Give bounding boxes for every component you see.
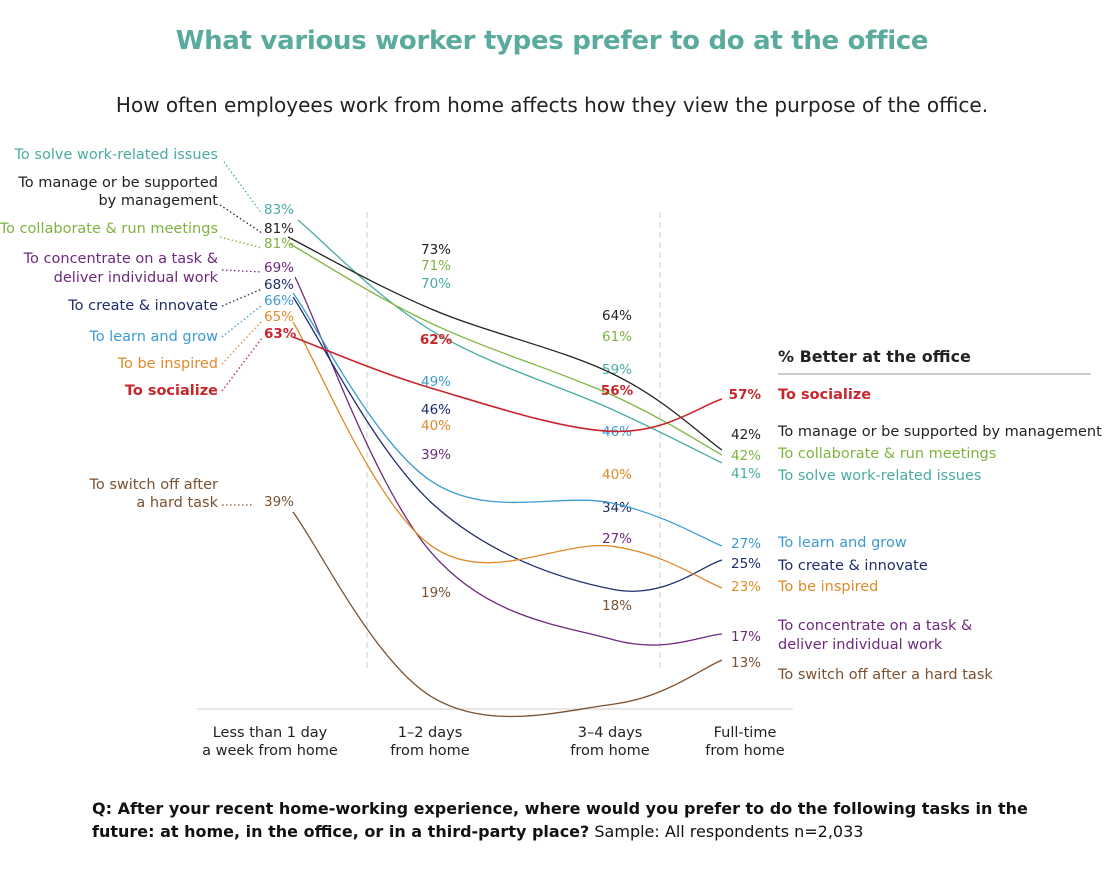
left-label-to-concentrate-on-a-task-deliver-individual-work: To concentrate on a task & <box>23 251 218 267</box>
series-line-to-be-inspired <box>292 321 723 589</box>
value-label-to-learn-and-grow: 49% <box>421 374 451 390</box>
x-tick-label: from home <box>705 743 785 759</box>
right-label-to-collaborate-run-meetings: To collaborate & run meetings <box>777 446 996 462</box>
left-label-to-solve-work-related-issues: To solve work-related issues <box>14 147 218 163</box>
value-label-to-concentrate-on-a-task-deliver-individual-work: 27% <box>602 531 632 547</box>
left-label-to-concentrate-on-a-task-deliver-individual-work: deliver individual work <box>54 270 219 286</box>
left-label-to-switch-off-after-a-hard-task: To switch off after <box>88 477 218 493</box>
value-label-to-collaborate-run-meetings: 42% <box>731 448 761 464</box>
right-label-to-learn-and-grow: To learn and grow <box>777 535 907 551</box>
series-line-to-solve-work-related-issues <box>297 219 723 464</box>
x-tick-label: from home <box>570 743 650 759</box>
value-label-to-be-inspired: 65% <box>264 309 294 325</box>
connector-to-create-innovate <box>221 288 263 307</box>
right-label-to-be-inspired: To be inspired <box>777 579 878 595</box>
series-line-to-socialize <box>292 336 723 433</box>
series-line-to-switch-off-after-a-hard-task <box>292 511 723 718</box>
value-label-to-create-innovate: 68% <box>264 277 294 293</box>
connector-to-concentrate-on-a-task-deliver-individual-work <box>221 269 263 273</box>
left-label-to-manage-or-be-supported-by-management: by management <box>98 193 218 209</box>
right-label-to-manage-or-be-supported-by-management: To manage or be supported by management <box>777 424 1102 440</box>
value-label-to-manage-or-be-supported-by-management: 42% <box>731 427 761 443</box>
value-label-to-be-inspired: 40% <box>421 418 451 434</box>
left-label-to-be-inspired: To be inspired <box>117 356 218 372</box>
value-label-to-collaborate-run-meetings: 81% <box>264 236 294 252</box>
legend-header: % Better at the office <box>778 347 971 366</box>
value-label-to-be-inspired: 40% <box>602 467 632 483</box>
value-label-to-switch-off-after-a-hard-task: 19% <box>421 585 451 601</box>
value-label-to-concentrate-on-a-task-deliver-individual-work: 17% <box>731 629 761 645</box>
chart-subtitle: How often employees work from home affec… <box>115 93 989 117</box>
connector-to-collaborate-run-meetings <box>219 236 263 249</box>
left-label-to-socialize: To socialize <box>125 383 218 399</box>
series-line-to-collaborate-run-meetings <box>289 243 723 456</box>
x-tick-label: a week from home <box>202 743 338 759</box>
value-label-to-solve-work-related-issues: 41% <box>731 466 761 482</box>
value-label-to-solve-work-related-issues: 83% <box>264 202 294 218</box>
connector-to-solve-work-related-issues <box>223 161 263 215</box>
value-label-to-learn-and-grow: 66% <box>264 293 294 309</box>
value-label-to-switch-off-after-a-hard-task: 18% <box>602 598 632 614</box>
x-tick-label: Full-time <box>714 725 777 741</box>
left-label-to-learn-and-grow: To learn and grow <box>88 329 218 345</box>
value-label-to-solve-work-related-issues: 70% <box>421 276 451 292</box>
value-label-to-socialize: 57% <box>729 387 762 403</box>
value-label-to-create-innovate: 34% <box>602 500 632 516</box>
value-label-to-socialize: 62% <box>420 332 453 348</box>
value-label-to-switch-off-after-a-hard-task: 39% <box>264 494 294 510</box>
right-label-to-concentrate-on-a-task-deliver-individual-work: To concentrate on a task & <box>777 618 972 634</box>
value-label-to-learn-and-grow: 27% <box>731 536 761 552</box>
x-tick-label: from home <box>390 743 470 759</box>
value-label-to-solve-work-related-issues: 59% <box>602 362 632 378</box>
right-label-to-solve-work-related-issues: To solve work-related issues <box>777 468 981 484</box>
series-line-to-create-innovate <box>292 296 723 592</box>
value-label-to-be-inspired: 23% <box>731 579 761 595</box>
series-line-to-manage-or-be-supported-by-management <box>287 236 723 451</box>
series-line-to-concentrate-on-a-task-deliver-individual-work <box>294 276 723 646</box>
value-label-to-manage-or-be-supported-by-management: 64% <box>602 308 632 324</box>
series-line-to-learn-and-grow <box>292 292 723 547</box>
value-label-to-manage-or-be-supported-by-management: 73% <box>421 242 451 258</box>
value-label-to-concentrate-on-a-task-deliver-individual-work: 69% <box>264 260 294 276</box>
survey-question: Q: After your recent home-working experi… <box>92 797 1032 843</box>
right-label-to-switch-off-after-a-hard-task: To switch off after a hard task <box>777 667 993 683</box>
value-label-to-create-innovate: 46% <box>421 402 451 418</box>
connector-to-learn-and-grow <box>221 304 263 338</box>
value-label-to-collaborate-run-meetings: 61% <box>602 329 632 345</box>
x-tick-label: Less than 1 day <box>213 725 328 741</box>
value-label-to-concentrate-on-a-task-deliver-individual-work: 39% <box>421 447 451 463</box>
question-text: Q: After your recent home-working experi… <box>92 799 1028 841</box>
left-label-to-manage-or-be-supported-by-management: To manage or be supported <box>17 175 218 191</box>
left-label-to-switch-off-after-a-hard-task: a hard task <box>136 495 218 511</box>
chart-title: What various worker types prefer to do a… <box>175 26 929 56</box>
value-label-to-create-innovate: 25% <box>731 556 761 572</box>
value-label-to-collaborate-run-meetings: 71% <box>421 258 451 274</box>
left-label-to-create-innovate: To create & innovate <box>67 298 218 314</box>
right-label-to-socialize: To socialize <box>778 387 871 403</box>
value-label-to-manage-or-be-supported-by-management: 81% <box>264 221 294 237</box>
x-tick-label: 3–4 days <box>578 725 643 741</box>
left-label-to-collaborate-run-meetings: To collaborate & run meetings <box>0 221 218 237</box>
value-label-to-socialize: 56% <box>601 383 634 399</box>
connector-to-manage-or-be-supported-by-management <box>219 204 263 234</box>
right-label-to-create-innovate: To create & innovate <box>777 558 928 574</box>
connector-to-be-inspired <box>221 320 263 365</box>
x-tick-label: 1–2 days <box>398 725 463 741</box>
value-label-to-switch-off-after-a-hard-task: 13% <box>731 655 761 671</box>
value-label-to-socialize: 63% <box>264 326 297 342</box>
sample-note: Sample: All respondents n=2,033 <box>589 822 864 841</box>
connector-to-socialize <box>221 337 263 392</box>
right-label-to-concentrate-on-a-task-deliver-individual-work: deliver individual work <box>778 637 943 653</box>
